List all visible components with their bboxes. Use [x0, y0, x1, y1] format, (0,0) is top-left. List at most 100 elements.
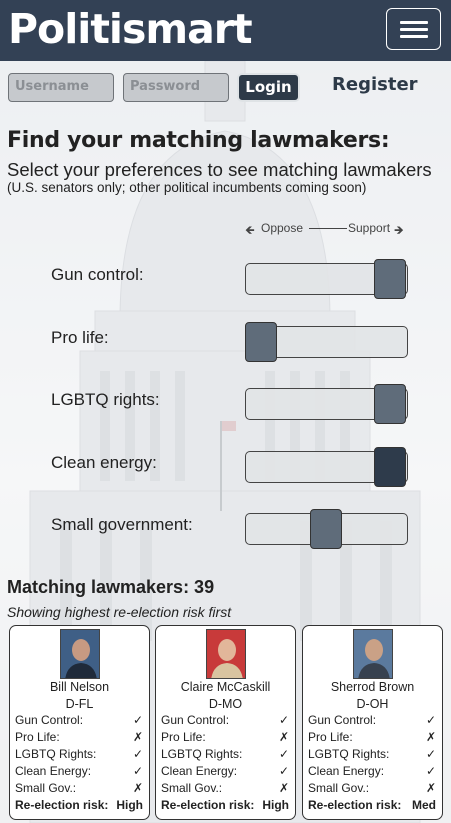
lgbtq-rights-slider-thumb[interactable]: [374, 384, 406, 424]
stance-label: Clean Energy:: [308, 764, 385, 778]
lgbtq-rights-slider[interactable]: [245, 384, 408, 424]
lawmaker-photo: [353, 629, 393, 679]
stance-row: Pro Life: ✗: [161, 730, 289, 747]
lawmaker-photo: [206, 629, 246, 679]
gun-control-slider[interactable]: [245, 259, 408, 299]
scale-divider: [309, 228, 347, 229]
small-government-label: Small government:: [51, 515, 193, 534]
stance-row: Small Gov.: ✗: [161, 781, 289, 798]
sort-note: Showing highest re-election risk first: [7, 604, 232, 620]
stance-row: Gun Control: ✓: [161, 713, 289, 730]
reelection-risk-row: Re-election risk: High: [15, 798, 143, 815]
pro-life-label: Pro life:: [51, 328, 109, 347]
lawmaker-party: D-MO: [208, 697, 243, 711]
stance-label: Pro Life:: [308, 730, 353, 744]
check-icon: ✓: [425, 764, 436, 778]
gun-control-label: Gun control:: [51, 265, 144, 284]
support-label: Support: [348, 221, 391, 235]
stance-label: Gun Control:: [15, 713, 84, 727]
stance-label: Small Gov.:: [15, 781, 77, 795]
stance-row: Small Gov.: ✗: [15, 781, 143, 798]
stance-row: Pro Life: ✗: [308, 730, 436, 747]
lawmaker-party: D-FL: [65, 697, 94, 711]
reelection-risk-value: High: [116, 798, 143, 812]
reelection-risk-label: Re-election risk:: [308, 798, 402, 812]
stance-label: Small Gov.:: [308, 781, 370, 795]
stance-label: Pro Life:: [15, 730, 60, 744]
check-icon: ✓: [132, 713, 143, 727]
reelection-risk-label: Re-election risk:: [15, 798, 109, 812]
gun-control-slider-thumb[interactable]: [374, 259, 406, 299]
lawmaker-card[interactable]: Claire McCaskill D-MO Gun Control: ✓ Pro Lif…: [155, 625, 296, 820]
username-input[interactable]: Username: [8, 73, 114, 102]
lawmaker-name: Sherrod Brown: [330, 680, 415, 694]
lawmaker-name: Bill Nelson: [49, 680, 110, 694]
stance-label: Gun Control:: [161, 713, 230, 727]
lawmaker-party: D-OH: [356, 697, 389, 711]
clean-energy-label: Clean energy:: [51, 453, 157, 472]
check-icon: ✓: [278, 747, 289, 761]
stance-row: LGBTQ Rights: ✓: [308, 747, 436, 764]
lawmaker-photo: [60, 629, 100, 679]
arrow-left-icon: 🡸: [245, 223, 255, 237]
stance-label: LGBTQ Rights:: [15, 747, 97, 761]
lawmaker-card[interactable]: Sherrod Brown D-OH Gun Control: ✓ Pro Life: ✗…: [302, 625, 443, 820]
cross-icon: ✗: [132, 781, 143, 795]
oppose-support-scale: 🡸 Oppose Support 🡺: [245, 221, 415, 237]
lgbtq-rights-label: LGBTQ rights:: [51, 390, 160, 409]
oppose-label: Oppose: [261, 221, 304, 235]
arrow-right-icon: 🡺: [394, 223, 404, 237]
stance-row: Clean Energy: ✓: [308, 764, 436, 781]
check-icon: ✓: [425, 747, 436, 761]
password-input[interactable]: Password: [123, 73, 229, 102]
stance-label: Small Gov.:: [161, 781, 223, 795]
clean-energy-slider[interactable]: [245, 447, 408, 487]
reelection-risk-row: Re-election risk: High: [161, 798, 289, 815]
menu-toggle-button[interactable]: [386, 8, 441, 50]
cross-icon: ✗: [278, 730, 289, 744]
pro-life-slider-thumb[interactable]: [245, 322, 277, 362]
stance-label: Clean Energy:: [15, 764, 92, 778]
navbar: Politismart: [0, 0, 451, 61]
pro-life-slider[interactable]: [245, 322, 408, 362]
check-icon: ✓: [132, 747, 143, 761]
reelection-risk-value: Med: [412, 798, 436, 812]
reelection-risk-row: Re-election risk: Med: [308, 798, 436, 815]
stance-label: LGBTQ Rights:: [161, 747, 243, 761]
page-subtitle: Select your preferences to see matching …: [7, 159, 432, 180]
stance-row: Small Gov.: ✗: [308, 781, 436, 798]
scope-note: (U.S. senators only; other political inc…: [7, 180, 367, 195]
check-icon: ✓: [278, 764, 289, 778]
stance-row: Gun Control: ✓: [308, 713, 436, 730]
cross-icon: ✗: [425, 730, 436, 744]
login-button[interactable]: Login: [237, 73, 300, 102]
small-government-slider[interactable]: [245, 509, 408, 549]
stance-label: Pro Life:: [161, 730, 206, 744]
check-icon: ✓: [132, 764, 143, 778]
stance-row: Gun Control: ✓: [15, 713, 143, 730]
stance-row: LGBTQ Rights: ✓: [161, 747, 289, 764]
clean-energy-slider-thumb[interactable]: [374, 447, 406, 487]
cross-icon: ✗: [132, 730, 143, 744]
hamburger-icon: [400, 21, 428, 24]
register-link[interactable]: Register: [332, 74, 418, 95]
cross-icon: ✗: [425, 781, 436, 795]
lawmaker-name: Claire McCaskill: [180, 680, 271, 694]
stance-row: LGBTQ Rights: ✓: [15, 747, 143, 764]
lawmaker-card[interactable]: Bill Nelson D-FL Gun Control: ✓ Pro Life: ✗ LG…: [9, 625, 150, 820]
check-icon: ✓: [425, 713, 436, 727]
stance-label: Gun Control:: [308, 713, 377, 727]
small-government-slider-thumb[interactable]: [309, 509, 342, 549]
stance-label: Clean Energy:: [161, 764, 238, 778]
reelection-risk-value: High: [262, 798, 289, 812]
cross-icon: ✗: [278, 781, 289, 795]
hamburger-icon: [400, 35, 428, 38]
hamburger-icon: [400, 28, 428, 31]
check-icon: ✓: [278, 713, 289, 727]
reelection-risk-label: Re-election risk:: [161, 798, 255, 812]
stance-row: Clean Energy: ✓: [161, 764, 289, 781]
matching-count: Matching lawmakers: 39: [7, 577, 215, 597]
page-title: Find your matching lawmakers:: [7, 128, 390, 153]
brand-logo[interactable]: Politismart: [8, 5, 253, 53]
stance-row: Clean Energy: ✓: [15, 764, 143, 781]
